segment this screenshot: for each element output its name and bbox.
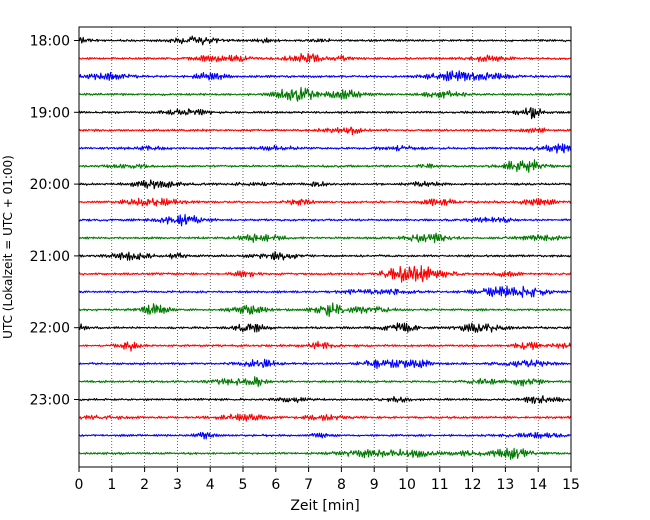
trace-2215 <box>78 340 572 352</box>
y-axis-ticks: 18:00 19:00 20:00 21:00 22:00 23:00 <box>30 34 79 409</box>
x-tick-label: 6 <box>271 477 280 493</box>
x-tick-label: 3 <box>173 477 182 493</box>
trace-2130 <box>78 285 572 298</box>
trace-2015 <box>78 197 572 207</box>
trace-2315 <box>78 413 572 422</box>
trace-2100 <box>78 251 572 261</box>
x-tick-label: 15 <box>562 477 580 493</box>
trace-2000 <box>78 179 572 190</box>
trace-2200 <box>78 322 572 333</box>
trace-1900 <box>78 107 572 120</box>
trace-2330 <box>78 431 572 440</box>
trace-1945 <box>78 159 572 173</box>
y-tick-label: 18:00 <box>30 34 70 50</box>
plot-frame <box>78 26 572 468</box>
vertical-grid <box>111 27 539 467</box>
y-tick-label: 19:00 <box>30 105 70 121</box>
trace-2230 <box>78 358 572 370</box>
x-tick-label: 4 <box>206 477 215 493</box>
trace-2300 <box>78 395 572 404</box>
x-tick-label: 10 <box>398 477 416 493</box>
trace-1800 <box>78 35 572 46</box>
y-tick-label: 20:00 <box>30 177 70 193</box>
trace-2245 <box>78 376 572 388</box>
trace-2345 <box>78 447 572 460</box>
trace-1845 <box>78 86 572 102</box>
x-tick-label: 14 <box>529 477 547 493</box>
y-tick-label: 21:00 <box>30 249 70 265</box>
trace-2115 <box>78 265 572 283</box>
y-axis-title: UTC (Lokalzeit = UTC + 01:00) <box>1 155 15 339</box>
y-tick-label: 23:00 <box>30 393 70 409</box>
x-axis-title: Zeit [min] <box>290 498 359 514</box>
trace-2045 <box>78 232 572 244</box>
trace-1915 <box>78 126 572 136</box>
x-tick-label: 0 <box>75 477 84 493</box>
seismic-traces <box>78 35 572 460</box>
trace-2030 <box>78 213 572 227</box>
x-tick-label: 9 <box>370 477 379 493</box>
x-tick-label: 13 <box>496 477 514 493</box>
trace-2145 <box>78 302 572 318</box>
x-axis-ticks: 0 1 2 3 4 5 6 7 8 9 10 11 12 13 14 15 <box>75 467 580 493</box>
x-tick-label: 11 <box>431 477 449 493</box>
x-tick-label: 5 <box>239 477 248 493</box>
trace-1830 <box>78 70 572 82</box>
x-tick-label: 8 <box>337 477 346 493</box>
plot-background <box>79 27 571 467</box>
x-tick-label: 1 <box>107 477 116 493</box>
x-tick-label: 2 <box>140 477 149 493</box>
y-tick-label: 22:00 <box>30 321 70 337</box>
trace-1815 <box>78 52 572 63</box>
trace-1930 <box>78 143 572 154</box>
x-tick-label: 12 <box>464 477 482 493</box>
x-tick-label: 7 <box>304 477 313 493</box>
